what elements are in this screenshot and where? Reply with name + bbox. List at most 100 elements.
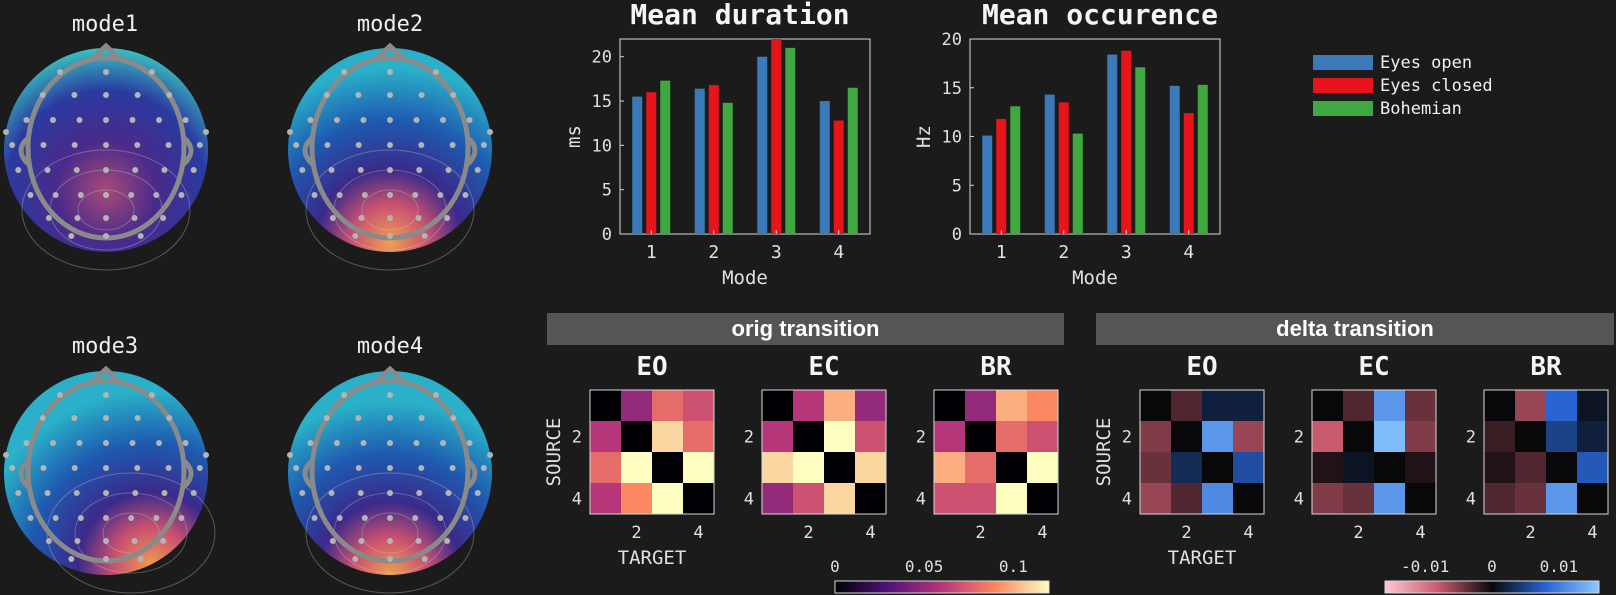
matrix-x-tick: 4 [693, 523, 703, 543]
matrix-cell [1484, 452, 1515, 483]
matrix-cell [1515, 452, 1546, 483]
topomap-field [4, 371, 208, 575]
electrode-dot [68, 233, 75, 239]
electrode-dot [293, 465, 300, 471]
electrode-dot [103, 515, 109, 521]
electrode-dot [71, 92, 78, 98]
matrix-cell [1546, 452, 1577, 483]
source-axis-label: SOURCE [1093, 418, 1115, 487]
bar-bohemian-mode3 [785, 47, 796, 235]
electrode-dot [23, 117, 30, 123]
matrix-cell [1312, 483, 1343, 514]
electrode-dot [412, 192, 419, 198]
matrix-cell [621, 421, 652, 452]
bar-eyes-closed-mode2 [708, 85, 719, 234]
matrix-frame [1139, 389, 1265, 515]
matrix-cell [1202, 421, 1233, 452]
matrix-y-tick: 4 [916, 490, 926, 510]
electrode-dot [77, 192, 84, 198]
electrode-dot [307, 117, 314, 123]
matrix-x-tick: 4 [1587, 523, 1597, 543]
electrode-dot [333, 440, 340, 446]
electrode-dot [387, 142, 393, 148]
y-tick-label: 20 [592, 48, 612, 68]
electrode-dot [480, 142, 487, 148]
topomap-contour [305, 149, 475, 271]
electrode-dot [182, 440, 189, 446]
electrode-dot [160, 538, 167, 544]
electrode-dot [165, 142, 172, 148]
electrode-dot [71, 465, 78, 471]
bar-eyes-open-mode4 [819, 101, 830, 234]
matrix-cell [1171, 390, 1202, 421]
electrode-dot [178, 192, 185, 198]
matrix-cell [1405, 390, 1436, 421]
electrode-dot [153, 515, 160, 521]
matrix-cell [1343, 390, 1374, 421]
electrode-dot [76, 440, 83, 446]
matrix-cell [996, 390, 1027, 421]
matrix-cell [1202, 390, 1233, 421]
electrode-dot [324, 142, 331, 148]
matrix-cell [1233, 483, 1264, 514]
nose-shape [90, 365, 122, 384]
topomap-title-mode4: mode4 [356, 334, 424, 359]
electrode-dot [324, 465, 331, 471]
electrode-dot [190, 490, 197, 496]
topomap-contour [21, 149, 191, 271]
electrode-dot [480, 465, 487, 471]
electrode-dot [196, 142, 203, 148]
electrode-dot [355, 465, 362, 471]
electrode-dot [45, 538, 52, 544]
matrix-cell [1027, 452, 1058, 483]
electrode-dot [450, 92, 457, 98]
electrode-dot [293, 142, 300, 148]
matrix-cell [934, 452, 965, 483]
electrode-dot [129, 440, 136, 446]
electrode-dot [287, 452, 293, 458]
electrode-dot [329, 538, 336, 544]
electrode-dot [103, 69, 109, 75]
delta-matrix-eo: 2 2 4 4 SOURCE TARGET [1093, 389, 1265, 569]
matrix-cell [1405, 483, 1436, 514]
matrix-cell [1405, 421, 1436, 452]
matrix-cell [762, 452, 793, 483]
delta-matrix-title-eo: EO [1186, 352, 1218, 382]
orig-matrix-ec: 2 2 4 4 [744, 389, 887, 543]
electrode-dot [412, 515, 419, 521]
electrode-dot [203, 452, 209, 458]
bar-eyes-open-mode1 [982, 135, 993, 234]
bar-eyes-open-mode2 [694, 88, 705, 234]
orig-matrix-title-br: BR [980, 352, 1012, 382]
electrode-dot [440, 440, 447, 446]
matrix-cell [1027, 483, 1058, 514]
bar-eyes-open-mode3 [1107, 54, 1118, 234]
x-tick-label: 2 [708, 242, 719, 263]
target-axis-label: TARGET [618, 547, 687, 569]
electrode-dot [103, 192, 109, 198]
topomap-field [288, 48, 492, 252]
matrix-cell [652, 421, 683, 452]
matrix-y-tick: 2 [572, 428, 582, 448]
electrode-dot [165, 465, 172, 471]
electrode-dot [416, 167, 423, 173]
electrode-dot [129, 117, 136, 123]
matrix-cell [1171, 421, 1202, 452]
electrode-dot [415, 538, 422, 544]
matrix-cell [1312, 421, 1343, 452]
electrode-dot [103, 142, 109, 148]
matrix-cell [996, 452, 1027, 483]
matrix-cell [1374, 390, 1405, 421]
nose-shape [374, 365, 406, 384]
matrix-cell [824, 390, 855, 421]
electrode-dot [418, 465, 425, 471]
matrix-cell [1577, 483, 1608, 514]
bar-eyes-closed-mode1 [996, 118, 1007, 234]
electrode-dot [44, 167, 51, 173]
matrix-cell [590, 390, 621, 421]
matrix-cell [683, 421, 714, 452]
electrode-dot [287, 129, 293, 135]
source-axis-label: SOURCE [543, 418, 565, 487]
electrode-dot [132, 490, 139, 496]
matrix-y-tick: 2 [1294, 428, 1304, 448]
